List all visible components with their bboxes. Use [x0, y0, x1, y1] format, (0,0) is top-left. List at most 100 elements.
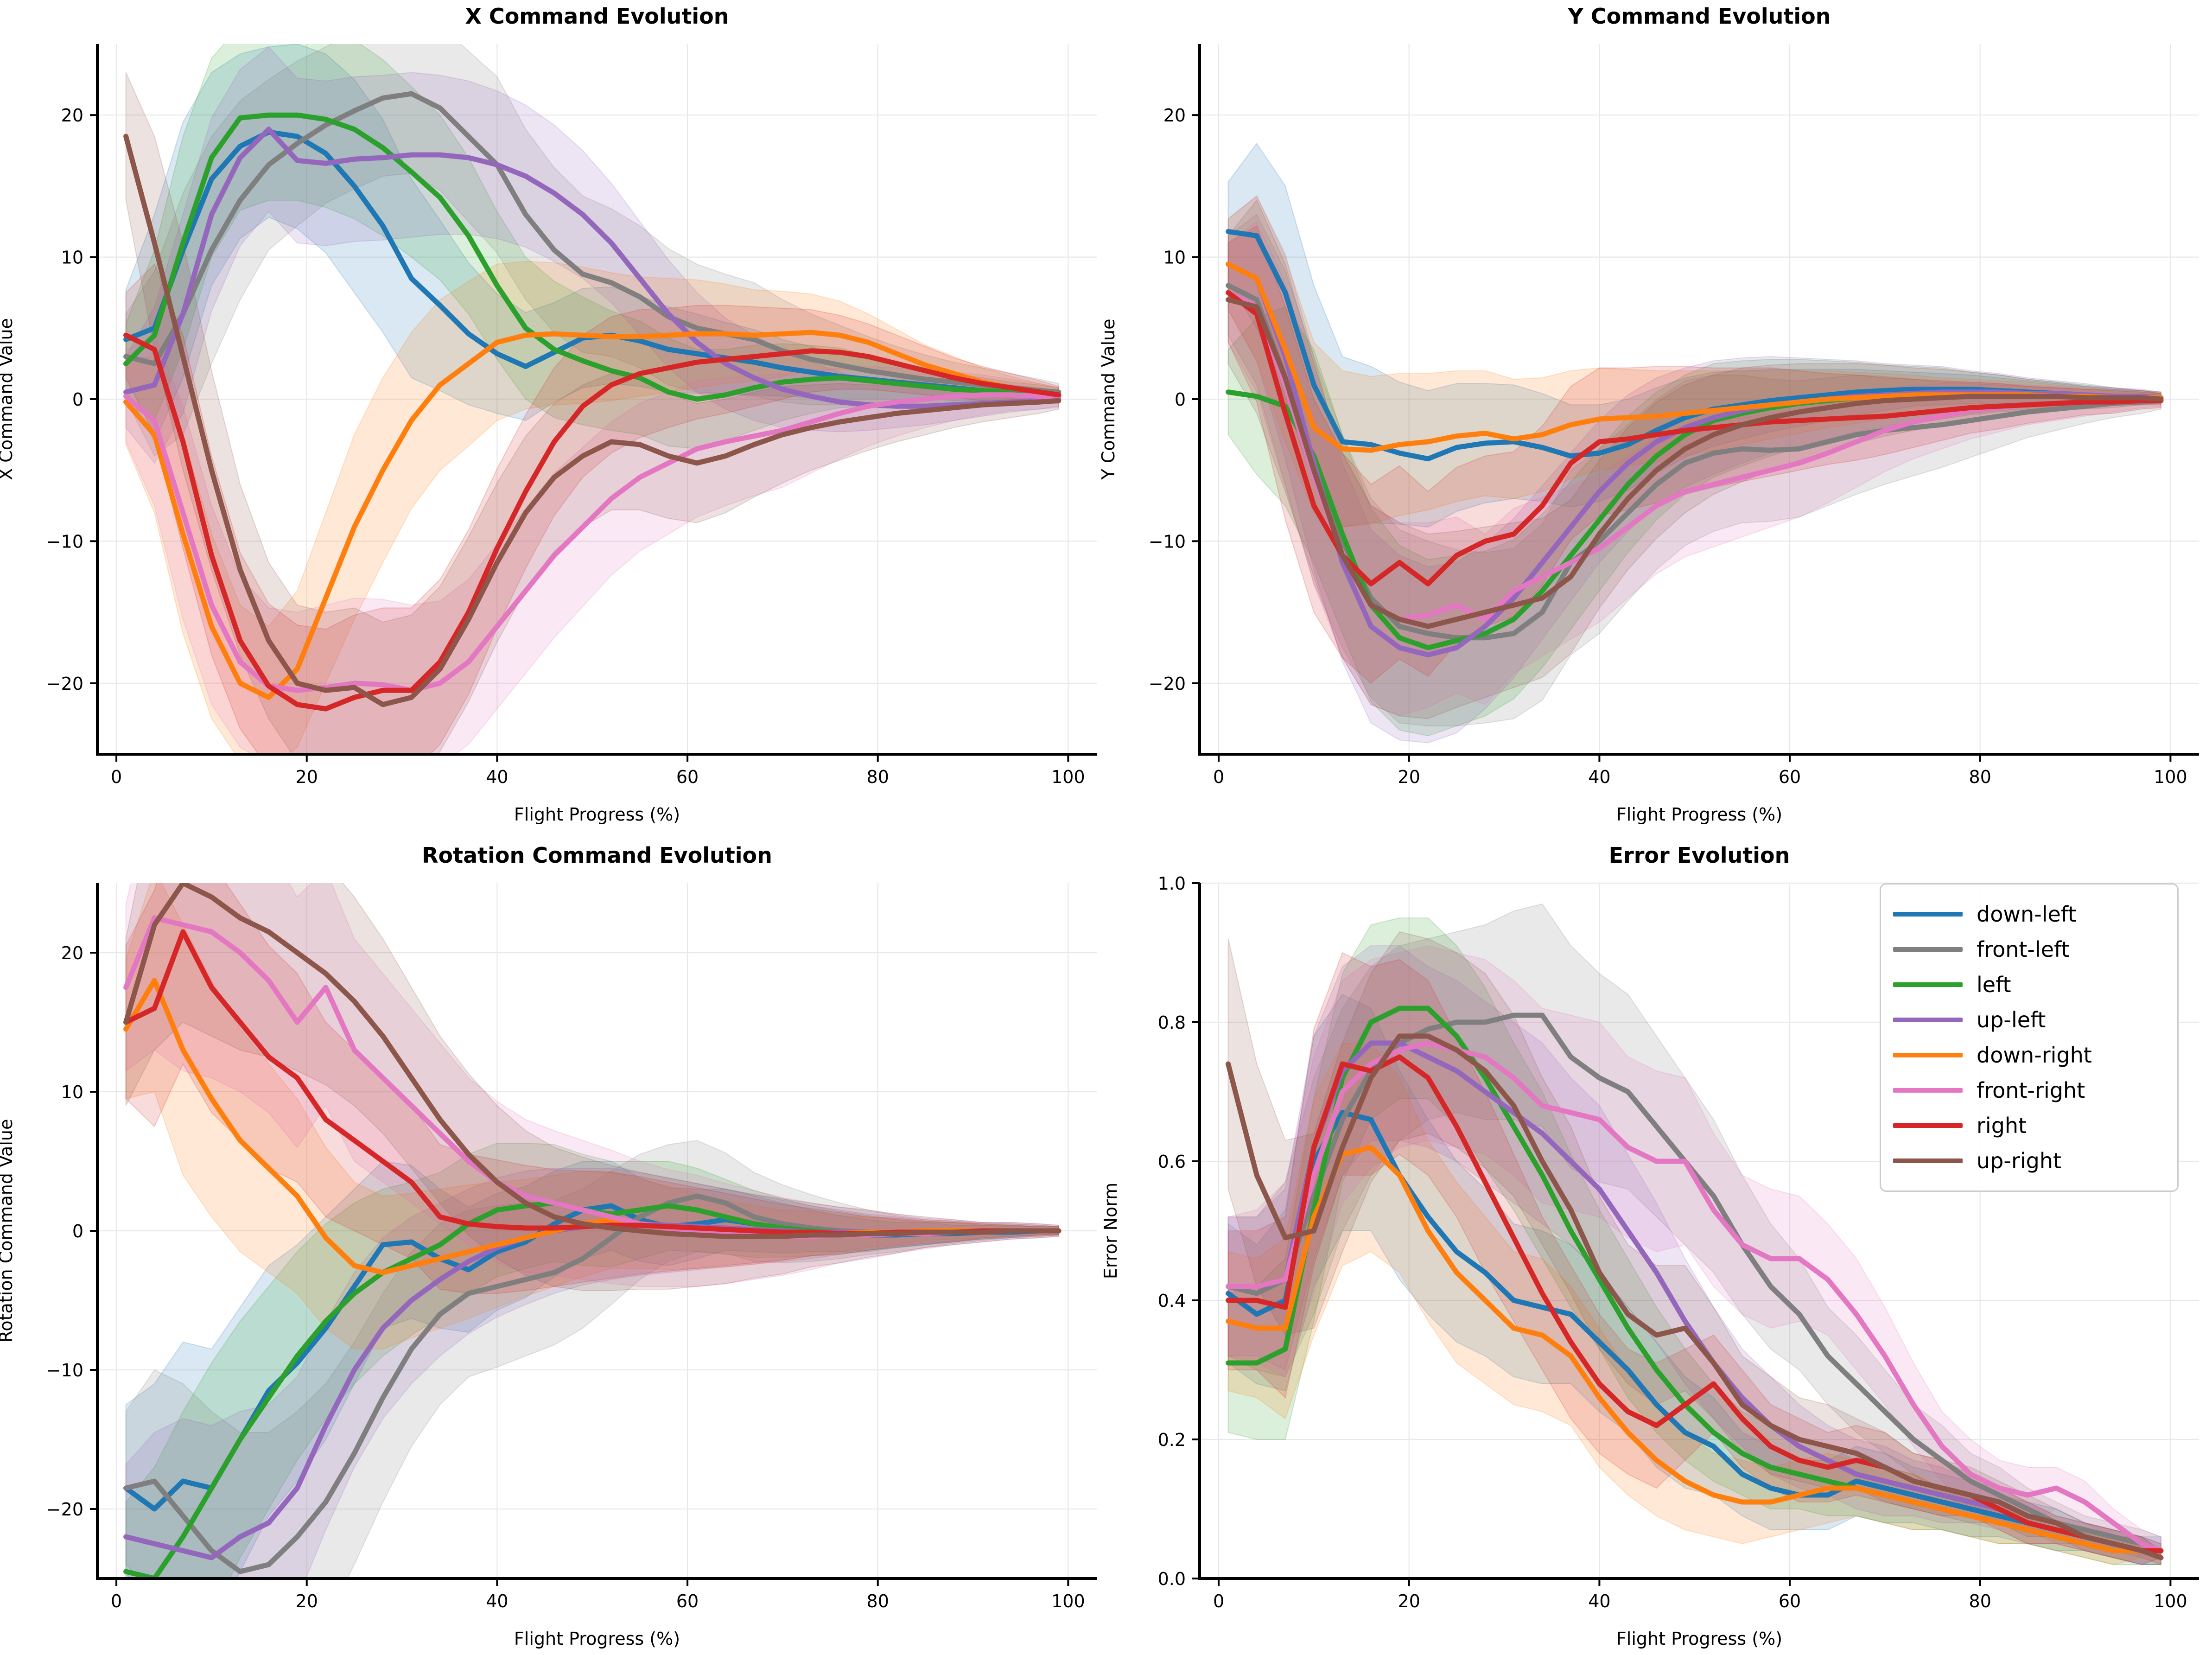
series-line	[123, 978, 1062, 1275]
series-line	[1226, 290, 2164, 586]
confidence-band	[125, 1143, 1059, 1579]
x-tick-label: 60	[1779, 1591, 1801, 1611]
series-line	[1226, 297, 2164, 629]
y-axis-label-error: Error Norm	[1100, 1182, 1121, 1279]
y-tick-label: 20	[61, 943, 83, 963]
x-tick-label: 80	[867, 1591, 889, 1611]
legend-item-down-right[interactable]: down-right	[1893, 1038, 2161, 1073]
series-line	[1226, 283, 2164, 641]
y-tick-label: 0.4	[1158, 1291, 1186, 1311]
legend-color-swatch-down-left	[1893, 912, 1963, 917]
y-tick-label: 0	[72, 1221, 83, 1241]
y-tick-label: 20	[61, 105, 83, 126]
y-axis-label-y-command: Y Command Value	[1098, 318, 1119, 480]
legend-item-down-left[interactable]: down-left	[1893, 897, 2161, 932]
y-tick-label: 0	[1175, 389, 1186, 410]
x-tick-label: 80	[1969, 1591, 1991, 1611]
y-tick-label: −20	[46, 1499, 83, 1520]
confidence-band	[1227, 195, 2161, 528]
legend-item-right[interactable]: right	[1893, 1108, 2161, 1143]
confidence-band	[125, 883, 1059, 1291]
x-tick-label: 0	[1213, 767, 1224, 787]
x-tick-label: 40	[1588, 1591, 1610, 1611]
x-tick-label: 40	[486, 767, 508, 787]
panel-title-error: Error Evolution	[1608, 843, 1790, 868]
series-line	[1226, 389, 2164, 650]
panel-title-y-command: Y Command Evolution	[1568, 4, 1831, 29]
series-line	[123, 134, 1062, 707]
y-tick-label: 0	[72, 389, 83, 410]
x-tick-label: 20	[1398, 767, 1420, 787]
x-tick-label: 0	[1213, 1591, 1224, 1611]
confidence-band	[1227, 142, 2161, 528]
confidence-band	[125, 1168, 1059, 1579]
panel-title-x-command: X Command Evolution	[465, 4, 729, 29]
x-tick-label: 100	[1051, 1591, 1085, 1611]
legend-item-left[interactable]: left	[1893, 967, 2161, 1002]
legend-item-front-left[interactable]: front-left	[1893, 932, 2161, 967]
x-tick-label: 80	[867, 767, 889, 787]
legend-item-up-right[interactable]: up-right	[1893, 1143, 2161, 1178]
series-line	[123, 1221, 1062, 1560]
series-line	[1226, 261, 2164, 657]
confidence-band	[125, 1139, 1059, 1579]
axis-spines-x-command	[96, 44, 1097, 756]
x-tick-label: 60	[676, 1591, 699, 1611]
x-tick-label: 60	[1779, 767, 1801, 787]
legend-label: down-left	[1977, 902, 2077, 927]
y-tick-label: −20	[1149, 674, 1186, 694]
axis-spines-rotation-command	[96, 883, 1097, 1580]
legend-color-swatch-left	[1893, 982, 1963, 987]
legend-label: right	[1977, 1113, 2027, 1138]
series-line	[1226, 229, 2164, 462]
confidence-band	[125, 72, 1059, 754]
confidence-band	[1227, 199, 2161, 719]
confidence-band	[125, 46, 1059, 464]
legend-label: left	[1977, 972, 2011, 997]
series-line	[123, 392, 1062, 693]
x-axis-label-y-command: Flight Progress (%)	[1616, 804, 1783, 825]
confidence-band	[125, 263, 1059, 754]
series-line	[123, 883, 1062, 1239]
legend-item-up-left[interactable]: up-left	[1893, 1002, 2161, 1038]
axis-spines-y-command	[1198, 44, 2199, 756]
legend: down-left front-left left up-left down-right…	[1880, 883, 2179, 1192]
y-tick-label: 10	[1163, 248, 1186, 268]
confidence-band	[1227, 306, 2161, 737]
series-line	[1226, 290, 2164, 622]
y-tick-label: 0.8	[1158, 1012, 1186, 1033]
y-tick-label: −10	[1149, 531, 1186, 552]
y-axis-label-x-command: X Command Value	[0, 318, 16, 480]
y-tick-label: 0.6	[1158, 1152, 1186, 1172]
series-line	[123, 929, 1062, 1236]
x-tick-label: 40	[486, 1591, 508, 1611]
y-tick-label: 10	[61, 248, 83, 268]
x-tick-label: 20	[1398, 1591, 1420, 1611]
x-tick-label: 20	[296, 1591, 318, 1611]
confidence-band	[125, 334, 1059, 754]
confidence-band	[125, 44, 1059, 443]
confidence-band	[1227, 214, 2161, 726]
legend-label: up-right	[1977, 1148, 2062, 1173]
panel-title-rotation-command: Rotation Command Evolution	[422, 843, 772, 868]
x-tick-label: 20	[296, 767, 318, 787]
confidence-band	[1227, 221, 2161, 717]
x-tick-label: 0	[111, 767, 122, 787]
legend-label: down-right	[1977, 1043, 2092, 1068]
legend-label: front-right	[1977, 1078, 2085, 1103]
x-tick-label: 100	[1051, 767, 1085, 787]
x-axis-label-error: Flight Progress (%)	[1616, 1629, 1783, 1649]
y-tick-label: 0.0	[1158, 1569, 1186, 1589]
legend-label: front-left	[1977, 937, 2070, 962]
confidence-band	[125, 883, 1059, 1349]
series-line	[123, 127, 1062, 409]
y-tick-label: 20	[1163, 105, 1186, 126]
confidence-band	[125, 44, 1059, 450]
legend-color-swatch-right	[1893, 1123, 1963, 1128]
y-tick-label: 1.0	[1158, 873, 1186, 894]
legend-item-front-right[interactable]: front-right	[1893, 1073, 2161, 1108]
